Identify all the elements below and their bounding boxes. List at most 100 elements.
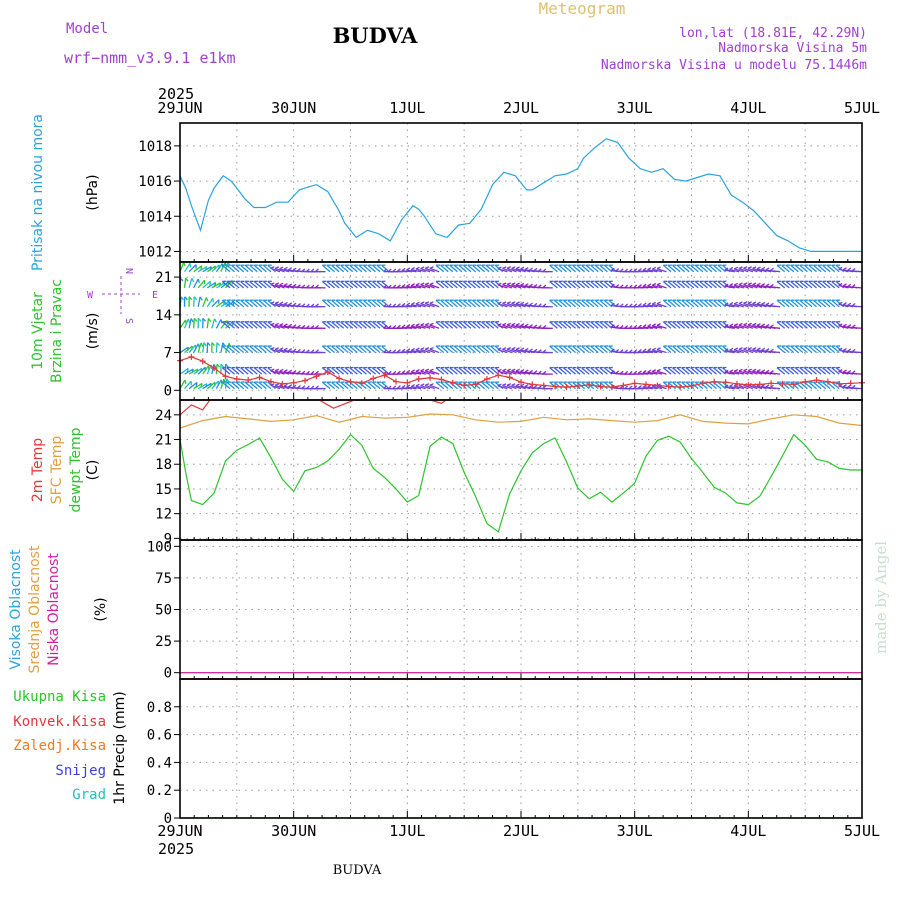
xtick-label-precip: 2JUL xyxy=(503,822,539,840)
wind-barb xyxy=(672,345,681,354)
wind-barb xyxy=(371,299,381,308)
wind-barb xyxy=(717,264,727,273)
wind-barb xyxy=(808,321,817,329)
xtick-label-pressure: 1JUL xyxy=(389,99,425,117)
wind-barb xyxy=(270,384,281,390)
wind-barb-flag xyxy=(225,363,229,368)
wind-barb xyxy=(476,280,486,289)
wind-barb xyxy=(647,304,658,308)
wind-barb xyxy=(371,321,381,329)
wind-barb-flag xyxy=(180,296,185,301)
wind-barb xyxy=(642,326,653,329)
wind-barb-flag xyxy=(497,266,502,270)
wind-barb xyxy=(279,349,290,354)
ytick-label-temperature: 15 xyxy=(155,482,172,498)
wind-barb xyxy=(440,321,449,329)
wind-barb xyxy=(376,367,386,375)
wind-barb xyxy=(335,280,345,289)
wind-barb xyxy=(401,305,412,308)
wind-barb xyxy=(231,299,240,308)
wind-barb-flag xyxy=(392,370,397,375)
wind-barb-flag xyxy=(292,283,297,288)
wind-barb xyxy=(776,280,786,289)
wind-barb xyxy=(371,280,381,289)
wind-barb-flag xyxy=(506,301,511,304)
wind-speed-point xyxy=(358,380,365,387)
wind-barb xyxy=(647,350,658,354)
wind-barb xyxy=(279,303,290,308)
wind-barb xyxy=(724,386,735,390)
wind-barb xyxy=(401,286,412,289)
wind-barb xyxy=(781,367,790,375)
wind-barb xyxy=(506,267,517,273)
wind-barb xyxy=(738,348,749,354)
wind-barb-flag xyxy=(619,349,624,353)
wind-barb xyxy=(743,348,754,354)
wind-barb-flag xyxy=(647,323,652,327)
wind-barb xyxy=(381,299,390,308)
wind-barb-flag xyxy=(656,301,661,305)
ytick-label-clouds: 25 xyxy=(155,634,172,650)
wind-barb-flag xyxy=(633,284,638,289)
wind-barb xyxy=(656,385,667,390)
wind-barb xyxy=(429,370,440,375)
wind-barb xyxy=(690,280,699,289)
wind-speed-point xyxy=(540,382,547,389)
wind-barb-flag xyxy=(842,384,847,388)
wind-barb-flag xyxy=(220,319,223,324)
wind-barb xyxy=(453,321,463,329)
wind-barb xyxy=(406,350,417,354)
wind-barb-flag xyxy=(415,301,420,305)
wind-barb-flag xyxy=(511,347,516,350)
yunit-wind: (m/s) xyxy=(85,313,101,350)
wind-barb xyxy=(511,384,522,390)
wind-barb xyxy=(808,264,817,273)
wind-barb xyxy=(562,264,572,273)
wind-barb-flag xyxy=(619,324,624,329)
wind-barb-flag xyxy=(406,267,411,271)
wind-barb xyxy=(240,264,249,273)
yunit-temperature: (C) xyxy=(85,460,101,481)
wind-barb xyxy=(481,367,490,375)
wind-barb xyxy=(244,321,254,329)
lonlat-label: lon,lat (18.81E, 42.29N) xyxy=(679,26,867,41)
wind-barb xyxy=(656,284,667,289)
xtick-label-pressure: 29JUN xyxy=(157,99,202,117)
wind-barb xyxy=(506,384,517,390)
wind-barb-flag xyxy=(520,282,525,286)
wind-barb-flag xyxy=(733,301,739,305)
xtick-label-pressure: 2JUL xyxy=(503,99,539,117)
wind-barb-flag xyxy=(410,383,415,388)
wind-barb-flag xyxy=(838,347,843,351)
wind-barb xyxy=(490,264,499,273)
wind-barb xyxy=(249,345,258,354)
wind-barb xyxy=(712,299,722,308)
wind-speed-point xyxy=(768,380,775,387)
wind-barb-flag xyxy=(429,322,434,326)
wind-barb xyxy=(817,299,827,308)
wind-barb xyxy=(756,324,767,329)
wind-barb xyxy=(549,280,558,289)
wind-barb xyxy=(202,266,212,273)
wind-barb-flag xyxy=(520,383,525,387)
wind-barb-flag xyxy=(542,268,547,273)
wind-barb xyxy=(662,264,672,273)
wind-barb xyxy=(458,280,467,289)
wind-barb-flag xyxy=(429,368,434,372)
wind-barb xyxy=(694,381,704,390)
wind-barb xyxy=(803,299,813,308)
wind-barb xyxy=(184,368,194,375)
wind-barb-flag xyxy=(315,303,319,307)
wind-barb xyxy=(449,345,458,354)
wind-barb xyxy=(249,321,258,329)
series-line-pressure-0 xyxy=(180,138,862,252)
wind-speed-point xyxy=(836,380,843,387)
ylabel-wind-0: 10m Vjetar xyxy=(30,292,46,370)
wind-barb xyxy=(221,299,231,308)
wind-barb xyxy=(429,348,440,354)
wind-barb xyxy=(406,386,417,390)
wind-barb xyxy=(831,321,840,329)
wind-barb xyxy=(567,345,576,354)
wind-barb-flag xyxy=(424,322,430,326)
wind-barb xyxy=(747,267,758,273)
